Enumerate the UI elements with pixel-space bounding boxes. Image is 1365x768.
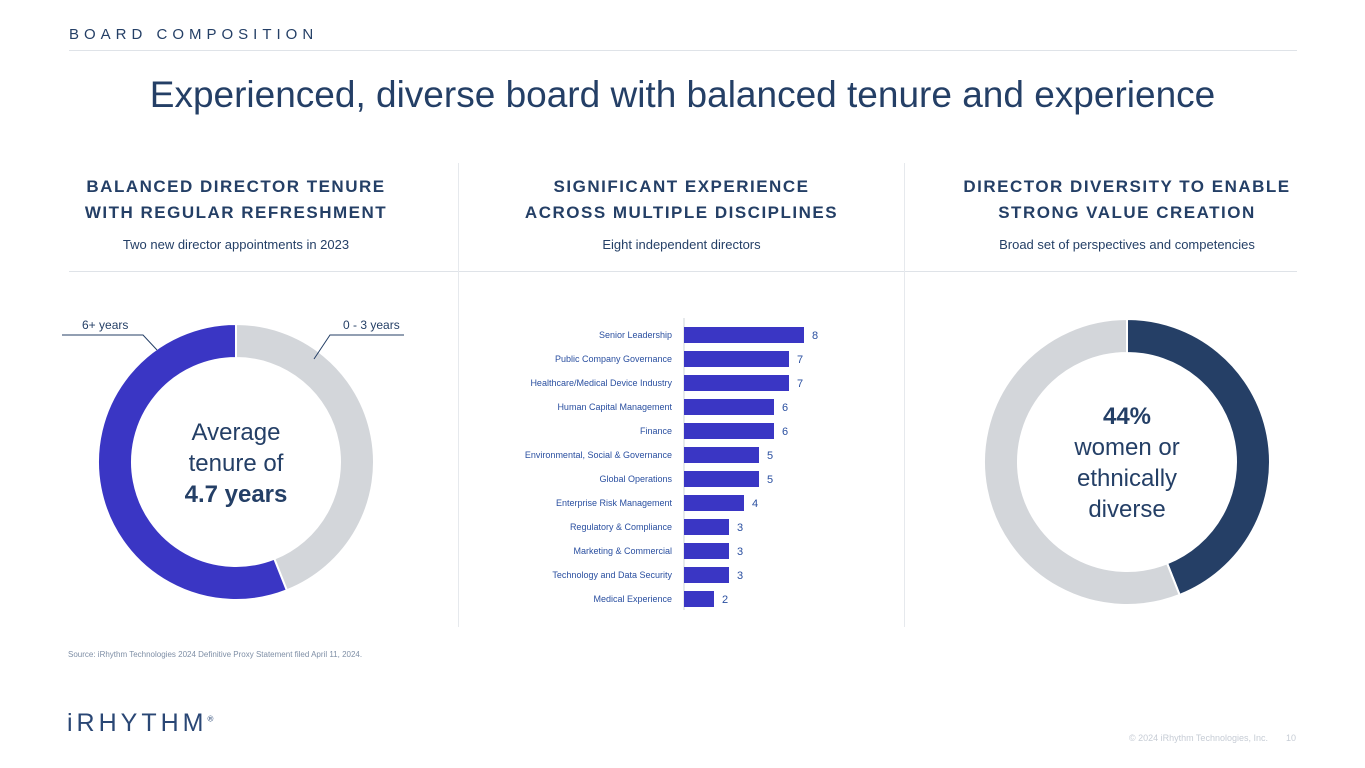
tenure-center-line1: Average (191, 419, 281, 446)
bar-category-label: Marketing & Commercial (573, 546, 672, 556)
bar-category-label: Environmental, Social & Governance (525, 450, 672, 460)
tenure-heading-line1: BALANCED DIRECTOR TENURE (86, 177, 386, 196)
bar (684, 375, 789, 391)
diversity-slice (1126, 317, 1271, 597)
tenure-center-value: 4.7 years (184, 481, 288, 508)
bar-value-label: 7 (797, 354, 803, 366)
legend-label-6plus: 6+ years (82, 318, 129, 332)
diversity-heading-line1: DIRECTOR DIVERSITY TO ENABLE (963, 177, 1291, 196)
column-divider (458, 163, 459, 627)
diversity-center-line1: women or (1074, 434, 1180, 461)
experience-heading-line1: SIGNIFICANT EXPERIENCE (553, 177, 810, 196)
tenure-center-text: Average tenure of 4.7 years (136, 417, 336, 510)
bar (684, 423, 774, 439)
bar (684, 495, 744, 511)
bar-value-label: 3 (737, 522, 743, 534)
diversity-center-value: 44% (1102, 403, 1152, 430)
bar-category-label: Senior Leadership (599, 330, 672, 340)
bar-category-label: Global Operations (599, 474, 672, 484)
diversity-center-text: 44% women or ethnically diverse (1027, 401, 1227, 525)
bar-value-label: 3 (737, 570, 743, 582)
copyright: © 2024 iRhythm Technologies, Inc. (1128, 733, 1268, 743)
bar-value-label: 8 (812, 330, 818, 342)
logo-registered-mark: ® (207, 714, 214, 724)
bar-category-label: Finance (640, 426, 672, 436)
leader-line-6plus (62, 334, 158, 351)
bar (684, 447, 759, 463)
source-note: Source: iRhythm Technologies 2024 Defini… (68, 650, 363, 659)
tenure-heading-line2: WITH REGULAR REFRESHMENT (84, 203, 388, 222)
footer: © 2024 iRhythm Technologies, Inc. 10 (1129, 733, 1296, 743)
bar-category-label: Healthcare/Medical Device Industry (530, 378, 672, 388)
bar-value-label: 4 (752, 498, 758, 510)
experience-bar-chart: Senior Leadership 8 Public Company Governa… (525, 318, 818, 610)
bar (684, 327, 804, 343)
page-number: 10 (1285, 733, 1296, 743)
bar-category-label: Human Capital Management (557, 402, 672, 412)
tenure-center-line2: tenure of (188, 450, 284, 477)
bar-value-label: 5 (767, 450, 773, 462)
bar-value-label: 6 (782, 402, 788, 414)
bar-category-label: Medical Experience (593, 594, 672, 604)
bar-category-label: Technology and Data Security (552, 570, 672, 580)
tenure-subtitle: Two new director appointments in 2023 (122, 237, 350, 252)
bar (684, 591, 714, 607)
bar-value-label: 3 (737, 546, 743, 558)
header-divider (69, 271, 1297, 272)
section-label: BOARD COMPOSITION (69, 26, 319, 43)
bar (684, 351, 789, 367)
logo-text: iRHYTHM (67, 709, 208, 737)
legend-label-0-3: 0 - 3 years (343, 318, 400, 332)
bar (684, 399, 774, 415)
diversity-subtitle: Broad set of perspectives and competenci… (999, 237, 1255, 252)
bar-value-label: 5 (767, 474, 773, 486)
diversity-heading: DIRECTOR DIVERSITY TO ENABLE STRONG VALU… (905, 174, 1349, 226)
top-divider (69, 50, 1297, 51)
bar (684, 543, 729, 559)
tenure-slice (97, 322, 289, 601)
experience-heading: SIGNIFICANT EXPERIENCE ACROSS MULTIPLE D… (459, 174, 904, 226)
bar-category-label: Public Company Governance (555, 354, 672, 364)
tenure-slice (235, 322, 375, 592)
column-divider (904, 163, 905, 627)
bar-category-label: Enterprise Risk Management (556, 498, 673, 508)
bar (684, 471, 759, 487)
diversity-center-line2: ethnically (1076, 465, 1178, 492)
experience-heading-line2: ACROSS MULTIPLE DISCIPLINES (524, 203, 839, 222)
page-title: Experienced, diverse board with balanced… (149, 74, 1216, 115)
experience-subtitle: Eight independent directors (602, 237, 761, 252)
diversity-slice (983, 317, 1181, 606)
leader-line-0-3 (313, 334, 404, 360)
diversity-center-line3: diverse (1088, 496, 1166, 523)
bar-category-label: Regulatory & Compliance (570, 522, 672, 532)
bar-value-label: 7 (797, 378, 803, 390)
company-logo: iRHYTHM® (67, 709, 213, 738)
bar-value-label: 6 (782, 426, 788, 438)
diversity-heading-line2: STRONG VALUE CREATION (998, 203, 1256, 222)
bar (684, 519, 729, 535)
tenure-heading: BALANCED DIRECTOR TENURE WITH REGULAR RE… (69, 174, 403, 226)
bar (684, 567, 729, 583)
bar-value-label: 2 (722, 594, 728, 606)
